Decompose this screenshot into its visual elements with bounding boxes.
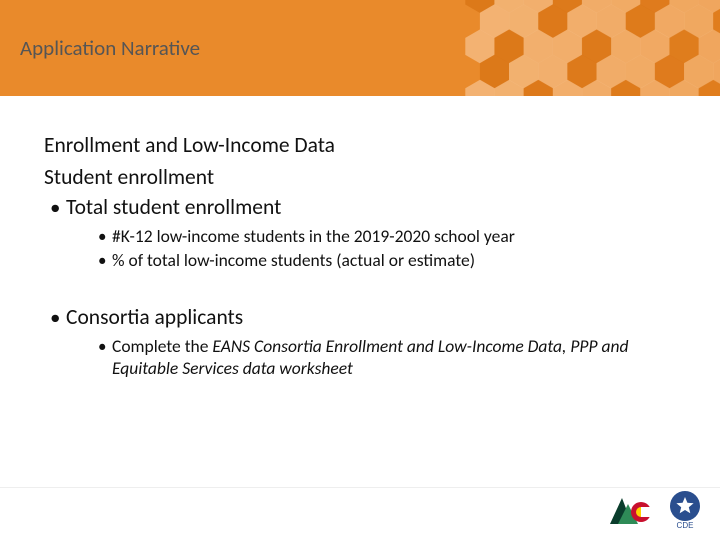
spacer: [44, 276, 676, 304]
list-item-text: Total student enrollment: [66, 194, 281, 220]
section-heading: Enrollment and Low-Income Data: [44, 132, 676, 158]
svg-text:CDE: CDE: [677, 521, 694, 530]
cde-logo-icon: CDE: [664, 488, 706, 530]
list-item: Complete the EANS Consortia Enrollment a…: [98, 336, 676, 380]
colorado-logo-icon: [608, 490, 654, 528]
footer-logos: CDE: [608, 488, 706, 530]
bullet-list-level2: Complete the EANS Consortia Enrollment a…: [66, 336, 676, 380]
list-item-text: Consortia applicants: [66, 304, 243, 330]
text-segment: Complete the: [112, 335, 212, 357]
list-item: Total student enrollment #K-12 low-incom…: [50, 194, 676, 272]
hex-pattern-decoration: [460, 0, 720, 96]
list-item: Consortia applicants Complete the EANS C…: [50, 304, 676, 380]
list-item: % of total low-income students (actual o…: [98, 250, 676, 272]
bullet-list-level1: Total student enrollment #K-12 low-incom…: [44, 194, 676, 272]
page-title: Application Narrative: [20, 35, 200, 61]
content-area: Enrollment and Low-Income Data Student e…: [0, 96, 720, 380]
bullet-list-level1: Consortia applicants Complete the EANS C…: [44, 304, 676, 380]
list-item: #K-12 low-income students in the 2019-20…: [98, 226, 676, 248]
bullet-list-level2: #K-12 low-income students in the 2019-20…: [66, 226, 676, 272]
header-bar: Application Narrative: [0, 0, 720, 96]
sub-heading: Student enrollment: [44, 164, 676, 190]
slide: Application Narrative Enrollment and Low…: [0, 0, 720, 540]
